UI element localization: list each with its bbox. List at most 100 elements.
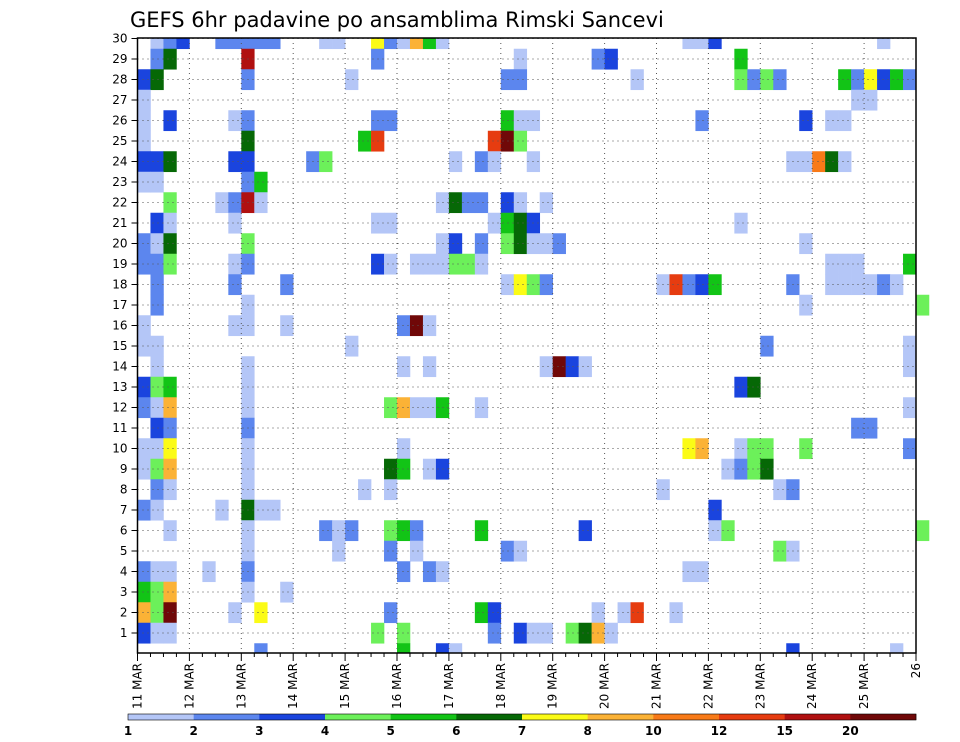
- precip-cell: [500, 233, 515, 255]
- x-tick-label: 12 MAR: [182, 663, 196, 709]
- precip-cell: [539, 356, 553, 378]
- x-tick-label: 19 MAR: [546, 663, 560, 709]
- precip-cell: [487, 622, 502, 644]
- precip-cell: [877, 69, 891, 91]
- precip-cell: [397, 561, 411, 583]
- y-tick-label: 1: [120, 626, 128, 640]
- precip-cell: [397, 356, 411, 378]
- precip-cell: [708, 499, 722, 521]
- precip-cell: [163, 376, 177, 398]
- precip-cell: [163, 397, 177, 419]
- precip-cell: [397, 38, 411, 50]
- precip-cell: [474, 253, 489, 275]
- precip-cell: [254, 192, 268, 214]
- colorbar-segment: [456, 714, 523, 720]
- precip-cell: [513, 110, 528, 132]
- precip-cell: [254, 38, 268, 50]
- precip-cell: [539, 622, 553, 644]
- precip-cell: [215, 192, 229, 214]
- precip-cell: [513, 212, 528, 234]
- precip-cell: [332, 38, 346, 50]
- precip-cell: [669, 602, 683, 624]
- precip-cell: [890, 69, 904, 91]
- y-tick-label: 25: [112, 134, 127, 148]
- x-tick-label: 14 MAR: [286, 663, 300, 709]
- precip-cell: [539, 192, 553, 214]
- precip-cell: [760, 69, 774, 91]
- precip-cell: [150, 376, 164, 398]
- precip-cell: [734, 48, 748, 70]
- precip-cell: [384, 479, 398, 501]
- precip-cell: [422, 315, 437, 337]
- precip-cell: [760, 438, 774, 460]
- precip-cell: [448, 643, 463, 654]
- precip-cell: [137, 581, 151, 603]
- precip-cell: [137, 130, 151, 152]
- precip-cell: [384, 540, 398, 562]
- precip-cell: [228, 212, 242, 234]
- precip-cell: [903, 253, 917, 275]
- precip-cell: [150, 581, 164, 603]
- precip-cell: [890, 274, 904, 296]
- x-tick-label: 15 MAR: [338, 663, 352, 709]
- colorbar-segment: [587, 714, 654, 720]
- precip-cell: [137, 438, 151, 460]
- precip-cell: [241, 38, 255, 50]
- colorbar-segment: [193, 714, 260, 720]
- colorbar-label: 2: [189, 724, 197, 738]
- precip-cell: [734, 438, 748, 460]
- precip-cell: [916, 294, 930, 316]
- precip-cell: [747, 458, 761, 480]
- precip-cell: [150, 561, 164, 583]
- precip-cell: [163, 417, 177, 439]
- precip-cell: [150, 253, 164, 275]
- precip-cell: [397, 458, 411, 480]
- precip-cell: [513, 233, 528, 255]
- precip-cell: [565, 356, 579, 378]
- precip-cell: [630, 69, 644, 91]
- precip-cell: [448, 233, 463, 255]
- precip-cell: [137, 335, 151, 357]
- precip-cell: [877, 274, 891, 296]
- precip-cell: [150, 499, 164, 521]
- x-tick-label: 20 MAR: [598, 663, 612, 709]
- precip-cell: [474, 192, 489, 214]
- colorbar-label: 1: [124, 724, 132, 738]
- precip-cell: [695, 110, 709, 132]
- precip-cell: [150, 622, 164, 644]
- precip-cell: [669, 274, 683, 296]
- precip-cell: [552, 356, 566, 378]
- x-tick-label: 17 MAR: [442, 663, 456, 709]
- precip-cell: [773, 479, 787, 501]
- precip-cell: [384, 520, 398, 542]
- precip-cell: [397, 520, 411, 542]
- precip-cell: [734, 376, 748, 398]
- precip-cell: [747, 376, 761, 398]
- precip-cell: [422, 38, 437, 50]
- precip-cell: [773, 69, 787, 91]
- precip-cell: [409, 38, 424, 50]
- colorbar-segment: [325, 714, 391, 720]
- precip-cell: [734, 458, 748, 480]
- precip-cell: [150, 212, 164, 234]
- x-tick-label: 13 MAR: [234, 663, 248, 709]
- precip-cell: [760, 335, 774, 357]
- precip-cell: [137, 315, 151, 337]
- precip-cell: [137, 233, 151, 255]
- precip-cell: [422, 458, 437, 480]
- precip-cell: [163, 438, 177, 460]
- y-tick-label: 14: [112, 360, 127, 374]
- precip-cell: [500, 130, 515, 152]
- colorbar-segment: [128, 714, 194, 720]
- x-tick-label: 22 MAR: [701, 663, 715, 709]
- precip-cell: [708, 520, 722, 542]
- precip-cell: [150, 335, 164, 357]
- x-tick-label: 16 MAR: [390, 663, 404, 709]
- precip-cell: [228, 253, 242, 275]
- precip-cell: [397, 438, 411, 460]
- precip-cell: [890, 643, 904, 654]
- precip-cell: [864, 89, 878, 111]
- precip-cell: [448, 151, 463, 173]
- precip-cell: [747, 69, 761, 91]
- precip-cell: [409, 253, 424, 275]
